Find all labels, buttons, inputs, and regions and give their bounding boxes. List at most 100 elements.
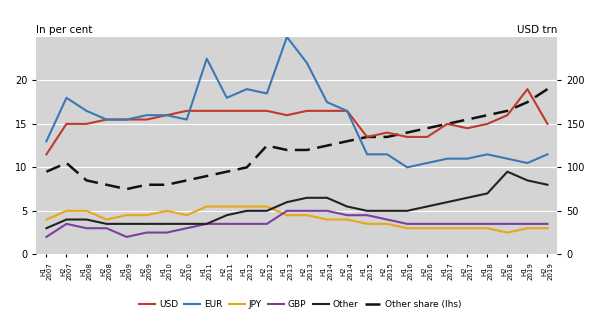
USD	[163, 113, 170, 117]
Other	[43, 226, 50, 230]
USD	[143, 118, 150, 121]
Other share (lhs)	[203, 174, 211, 178]
EUR	[524, 161, 531, 165]
Other	[63, 217, 70, 221]
JPY	[183, 213, 190, 217]
JPY	[203, 204, 211, 208]
Other	[263, 209, 271, 213]
Other share (lhs)	[383, 135, 391, 139]
USD	[484, 122, 491, 126]
Text: USD trn: USD trn	[517, 25, 557, 35]
EUR	[443, 157, 451, 161]
USD	[203, 109, 211, 113]
Other	[163, 222, 170, 226]
EUR	[544, 152, 551, 156]
GBP	[464, 222, 471, 226]
EUR	[83, 109, 90, 113]
JPY	[484, 226, 491, 230]
USD	[304, 109, 311, 113]
GBP	[203, 222, 211, 226]
Other	[343, 204, 350, 208]
EUR	[383, 152, 391, 156]
Line: Other: Other	[46, 172, 547, 228]
Other	[424, 204, 431, 208]
Other	[464, 196, 471, 200]
GBP	[323, 209, 331, 213]
EUR	[263, 92, 271, 95]
USD	[63, 122, 70, 126]
Other share (lhs)	[524, 100, 531, 104]
JPY	[283, 213, 290, 217]
EUR	[464, 157, 471, 161]
EUR	[203, 57, 211, 61]
Other share (lhs)	[123, 187, 130, 191]
Other	[123, 222, 130, 226]
JPY	[83, 209, 90, 213]
EUR	[304, 61, 311, 65]
JPY	[103, 217, 110, 221]
Other	[304, 196, 311, 200]
Line: USD: USD	[46, 89, 547, 154]
USD	[343, 109, 350, 113]
GBP	[544, 222, 551, 226]
GBP	[123, 235, 130, 239]
JPY	[364, 222, 371, 226]
GBP	[404, 222, 411, 226]
Line: EUR: EUR	[46, 37, 547, 167]
Other	[383, 209, 391, 213]
JPY	[383, 222, 391, 226]
JPY	[544, 226, 551, 230]
Other	[484, 191, 491, 195]
USD	[123, 118, 130, 121]
USD	[443, 122, 451, 126]
GBP	[484, 222, 491, 226]
USD	[243, 109, 250, 113]
Other	[223, 213, 230, 217]
Other share (lhs)	[243, 165, 250, 169]
GBP	[263, 222, 271, 226]
Other	[443, 200, 451, 204]
Other share (lhs)	[364, 135, 371, 139]
USD	[43, 152, 50, 156]
USD	[83, 122, 90, 126]
USD	[404, 135, 411, 139]
JPY	[504, 231, 511, 235]
Other	[364, 209, 371, 213]
GBP	[183, 226, 190, 230]
USD	[424, 135, 431, 139]
Other share (lhs)	[43, 170, 50, 174]
Other	[243, 209, 250, 213]
Other	[283, 200, 290, 204]
USD	[283, 113, 290, 117]
Other share (lhs)	[103, 183, 110, 187]
EUR	[143, 113, 150, 117]
Other	[544, 183, 551, 187]
Other share (lhs)	[63, 161, 70, 165]
Legend: USD, EUR, JPY, GBP, Other, Other share (lhs): USD, EUR, JPY, GBP, Other, Other share (…	[136, 296, 464, 313]
EUR	[404, 165, 411, 169]
GBP	[103, 226, 110, 230]
Other share (lhs)	[484, 113, 491, 117]
Other	[183, 222, 190, 226]
EUR	[163, 113, 170, 117]
Other share (lhs)	[304, 148, 311, 152]
GBP	[223, 222, 230, 226]
EUR	[243, 87, 250, 91]
EUR	[364, 152, 371, 156]
GBP	[143, 231, 150, 235]
Other share (lhs)	[424, 126, 431, 130]
Other share (lhs)	[83, 178, 90, 182]
EUR	[484, 152, 491, 156]
JPY	[343, 217, 350, 221]
GBP	[383, 217, 391, 221]
Line: GBP: GBP	[46, 211, 547, 237]
EUR	[223, 96, 230, 100]
GBP	[504, 222, 511, 226]
USD	[323, 109, 331, 113]
USD	[504, 113, 511, 117]
GBP	[304, 209, 311, 213]
Other share (lhs)	[343, 139, 350, 143]
Other	[203, 222, 211, 226]
Line: Other share (lhs): Other share (lhs)	[46, 89, 547, 189]
Other share (lhs)	[223, 170, 230, 174]
